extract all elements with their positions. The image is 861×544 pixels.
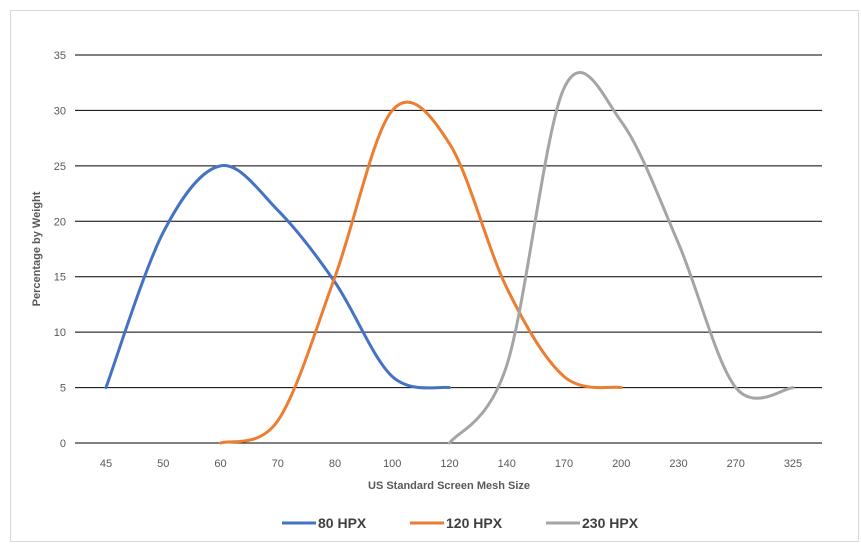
series-line-3 xyxy=(448,71,795,445)
y-tick-label: 30 xyxy=(54,105,66,117)
x-tick-label: 230 xyxy=(669,458,687,470)
series-lines xyxy=(104,71,795,445)
x-tick-label: 200 xyxy=(612,458,630,470)
x-tick-label: 170 xyxy=(555,458,573,470)
chart-area xyxy=(10,10,859,542)
y-tick-label: 5 xyxy=(60,383,66,395)
y-tick-label: 20 xyxy=(54,216,66,228)
x-tick-label: 140 xyxy=(498,458,516,470)
x-tick-label: 50 xyxy=(157,458,169,470)
x-tick-label: 80 xyxy=(329,458,341,470)
gridlines xyxy=(75,54,822,444)
legend-label: 230 HPX xyxy=(582,515,639,531)
series-line-2 xyxy=(219,100,623,445)
y-tick-label: 15 xyxy=(54,272,66,284)
x-tick-label: 70 xyxy=(272,458,284,470)
x-tick-label: 45 xyxy=(100,458,112,470)
x-tick-label: 325 xyxy=(784,458,802,470)
legend-label: 80 HPX xyxy=(318,515,367,531)
legend-label: 120 HPX xyxy=(446,515,503,531)
x-axis-title: US Standard Screen Mesh Size xyxy=(368,480,530,492)
x-tick-label: 100 xyxy=(383,458,401,470)
x-tick-label: 270 xyxy=(727,458,745,470)
x-axis-ticks: 45 50 60 70 80 100 120 140 170 200 230 270 325 xyxy=(100,458,802,470)
y-axis-title: Percentage by Weight xyxy=(31,191,43,306)
y-tick-label: 35 xyxy=(54,50,66,62)
y-axis-ticks: 0 5 10 15 20 25 30 35 xyxy=(54,50,66,450)
y-tick-label: 10 xyxy=(54,327,66,339)
x-tick-label: 120 xyxy=(440,458,458,470)
series-line-1 xyxy=(104,164,451,390)
x-tick-label: 60 xyxy=(214,458,226,470)
y-tick-label: 0 xyxy=(60,438,66,450)
y-tick-label: 25 xyxy=(54,161,66,173)
legend: 80 HPX 120 HPX 230 HPX xyxy=(282,515,639,531)
